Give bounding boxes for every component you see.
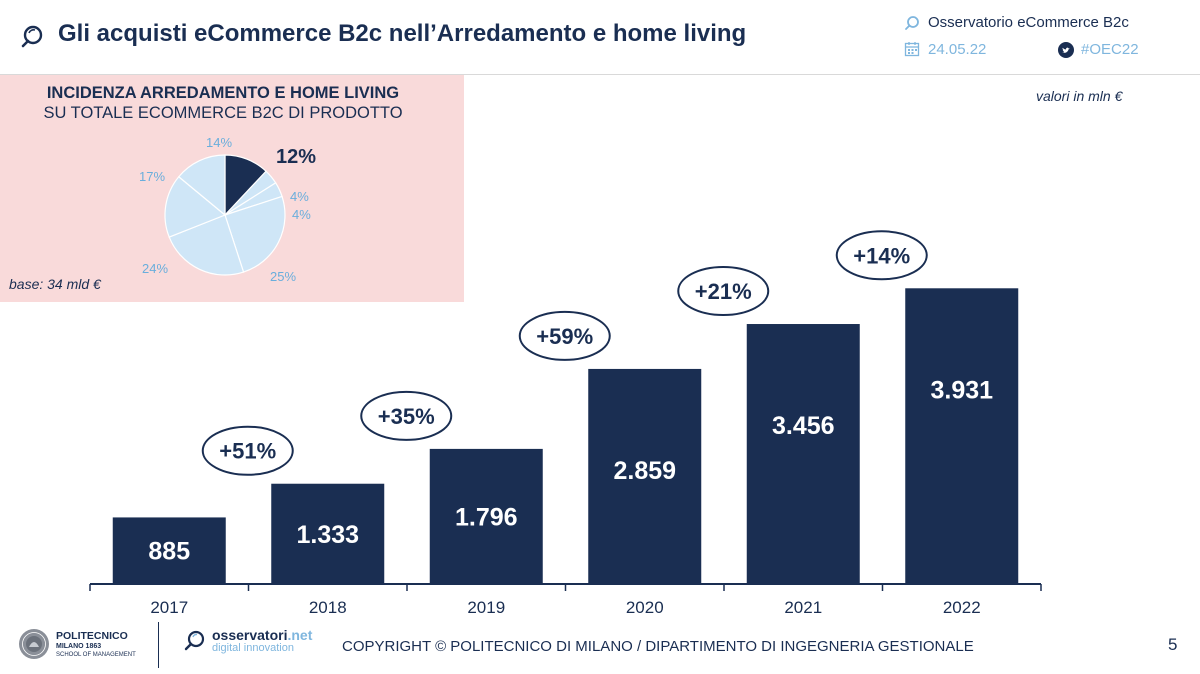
bar-value-label: 2.859 — [613, 457, 676, 485]
growth-bubble — [518, 310, 611, 361]
bar — [429, 448, 543, 584]
osservatori-name-suffix: .net — [287, 627, 313, 643]
pie-slice-label: 4% — [292, 207, 311, 222]
x-tick-label: 2018 — [309, 598, 347, 617]
growth-label: +35% — [378, 404, 435, 429]
pie-slice — [224, 195, 286, 273]
pie-slice-label: 12% — [276, 146, 316, 168]
page-number: 5 — [1168, 635, 1178, 654]
units-note: valori in mln € — [1036, 88, 1123, 104]
pie-slice-label: 4% — [290, 189, 309, 204]
growth-bubble — [360, 390, 453, 441]
search-icon — [21, 25, 43, 48]
polimi-logo: POLITECNICO MILANO 1863 SCHOOL OF MANAGE… — [18, 626, 158, 668]
pie-chart: 12% 4% 4% 25% 24% 17% 14% — [139, 135, 316, 284]
copyright-text: COPYRIGHT © POLITECNICO DI MILANO / DIPA… — [342, 638, 974, 655]
osservatori-name: osservatori.net — [212, 627, 312, 643]
osservatori-name-main: osservatori — [212, 627, 288, 643]
bar-value-label: 3.931 — [930, 376, 993, 404]
bar-value-label: 3.456 — [772, 412, 835, 440]
pie-slice-label: 17% — [139, 169, 165, 184]
header-meta: Osservatorio eCommerce B2c 24.05.22 #OEC… — [904, 12, 1194, 68]
search-icon — [905, 16, 919, 30]
polimi-subtitle: MILANO 1863 — [56, 643, 102, 650]
polimi-school: SCHOOL OF MANAGEMENT — [56, 652, 136, 658]
pie-slice — [164, 175, 227, 238]
polimi-name: POLITECNICO — [56, 630, 128, 642]
header: Gli acquisti eCommerce B2c nell’Arredame… — [0, 0, 1200, 75]
growth-label: +21% — [695, 279, 752, 304]
growth-bubble — [677, 266, 770, 317]
x-tick-label: 2019 — [467, 598, 505, 617]
bar — [588, 368, 702, 584]
bar-value-label: 1.796 — [455, 503, 518, 531]
pie-title-line1: INCIDENZA ARREDAMENTO E HOME LIVING — [46, 84, 400, 102]
pie-slice-label: 25% — [270, 269, 296, 284]
x-tick-label: 2022 — [943, 598, 981, 617]
observatory-name: Osservatorio eCommerce B2c — [928, 14, 1129, 31]
osservatori-logo: osservatori.net digital innovation — [184, 626, 324, 662]
hashtag-label: #OEC22 — [1081, 41, 1139, 58]
twitter-icon[interactable] — [1058, 42, 1074, 58]
bar — [746, 324, 860, 584]
bar-value-label: 885 — [148, 538, 190, 566]
growth-label: +59% — [536, 324, 593, 349]
search-icon — [184, 630, 205, 651]
date-label: 24.05.22 — [928, 41, 987, 58]
bar — [112, 517, 226, 584]
osservatori-tagline: digital innovation — [212, 642, 294, 654]
page-title: Gli acquisti eCommerce B2c nell’Arredame… — [58, 20, 747, 47]
growth-label: +51% — [219, 439, 276, 464]
x-tick-label: 2017 — [150, 598, 188, 617]
base-note: base: 34 mld € — [9, 276, 101, 292]
bar — [271, 483, 385, 584]
bar-value-label: 1.333 — [296, 521, 359, 549]
growth-bubble — [201, 425, 294, 476]
bar — [905, 288, 1019, 584]
pie-title-line2: SU TOTALE ECOMMERCE B2C DI PRODOTTO — [43, 104, 403, 122]
footer-divider — [158, 622, 159, 668]
pie-slice-label: 14% — [206, 135, 232, 150]
x-tick-label: 2021 — [784, 598, 822, 617]
polimi-seal-icon — [19, 629, 49, 659]
growth-bubble — [835, 230, 928, 281]
x-tick-label: 2020 — [626, 598, 664, 617]
calendar-icon — [904, 42, 920, 57]
pie-panel: INCIDENZA ARREDAMENTO E HOME LIVING SU T… — [0, 75, 464, 302]
pie-slice — [177, 154, 226, 217]
growth-label: +14% — [853, 243, 910, 268]
pie-slice-label: 24% — [142, 261, 168, 276]
